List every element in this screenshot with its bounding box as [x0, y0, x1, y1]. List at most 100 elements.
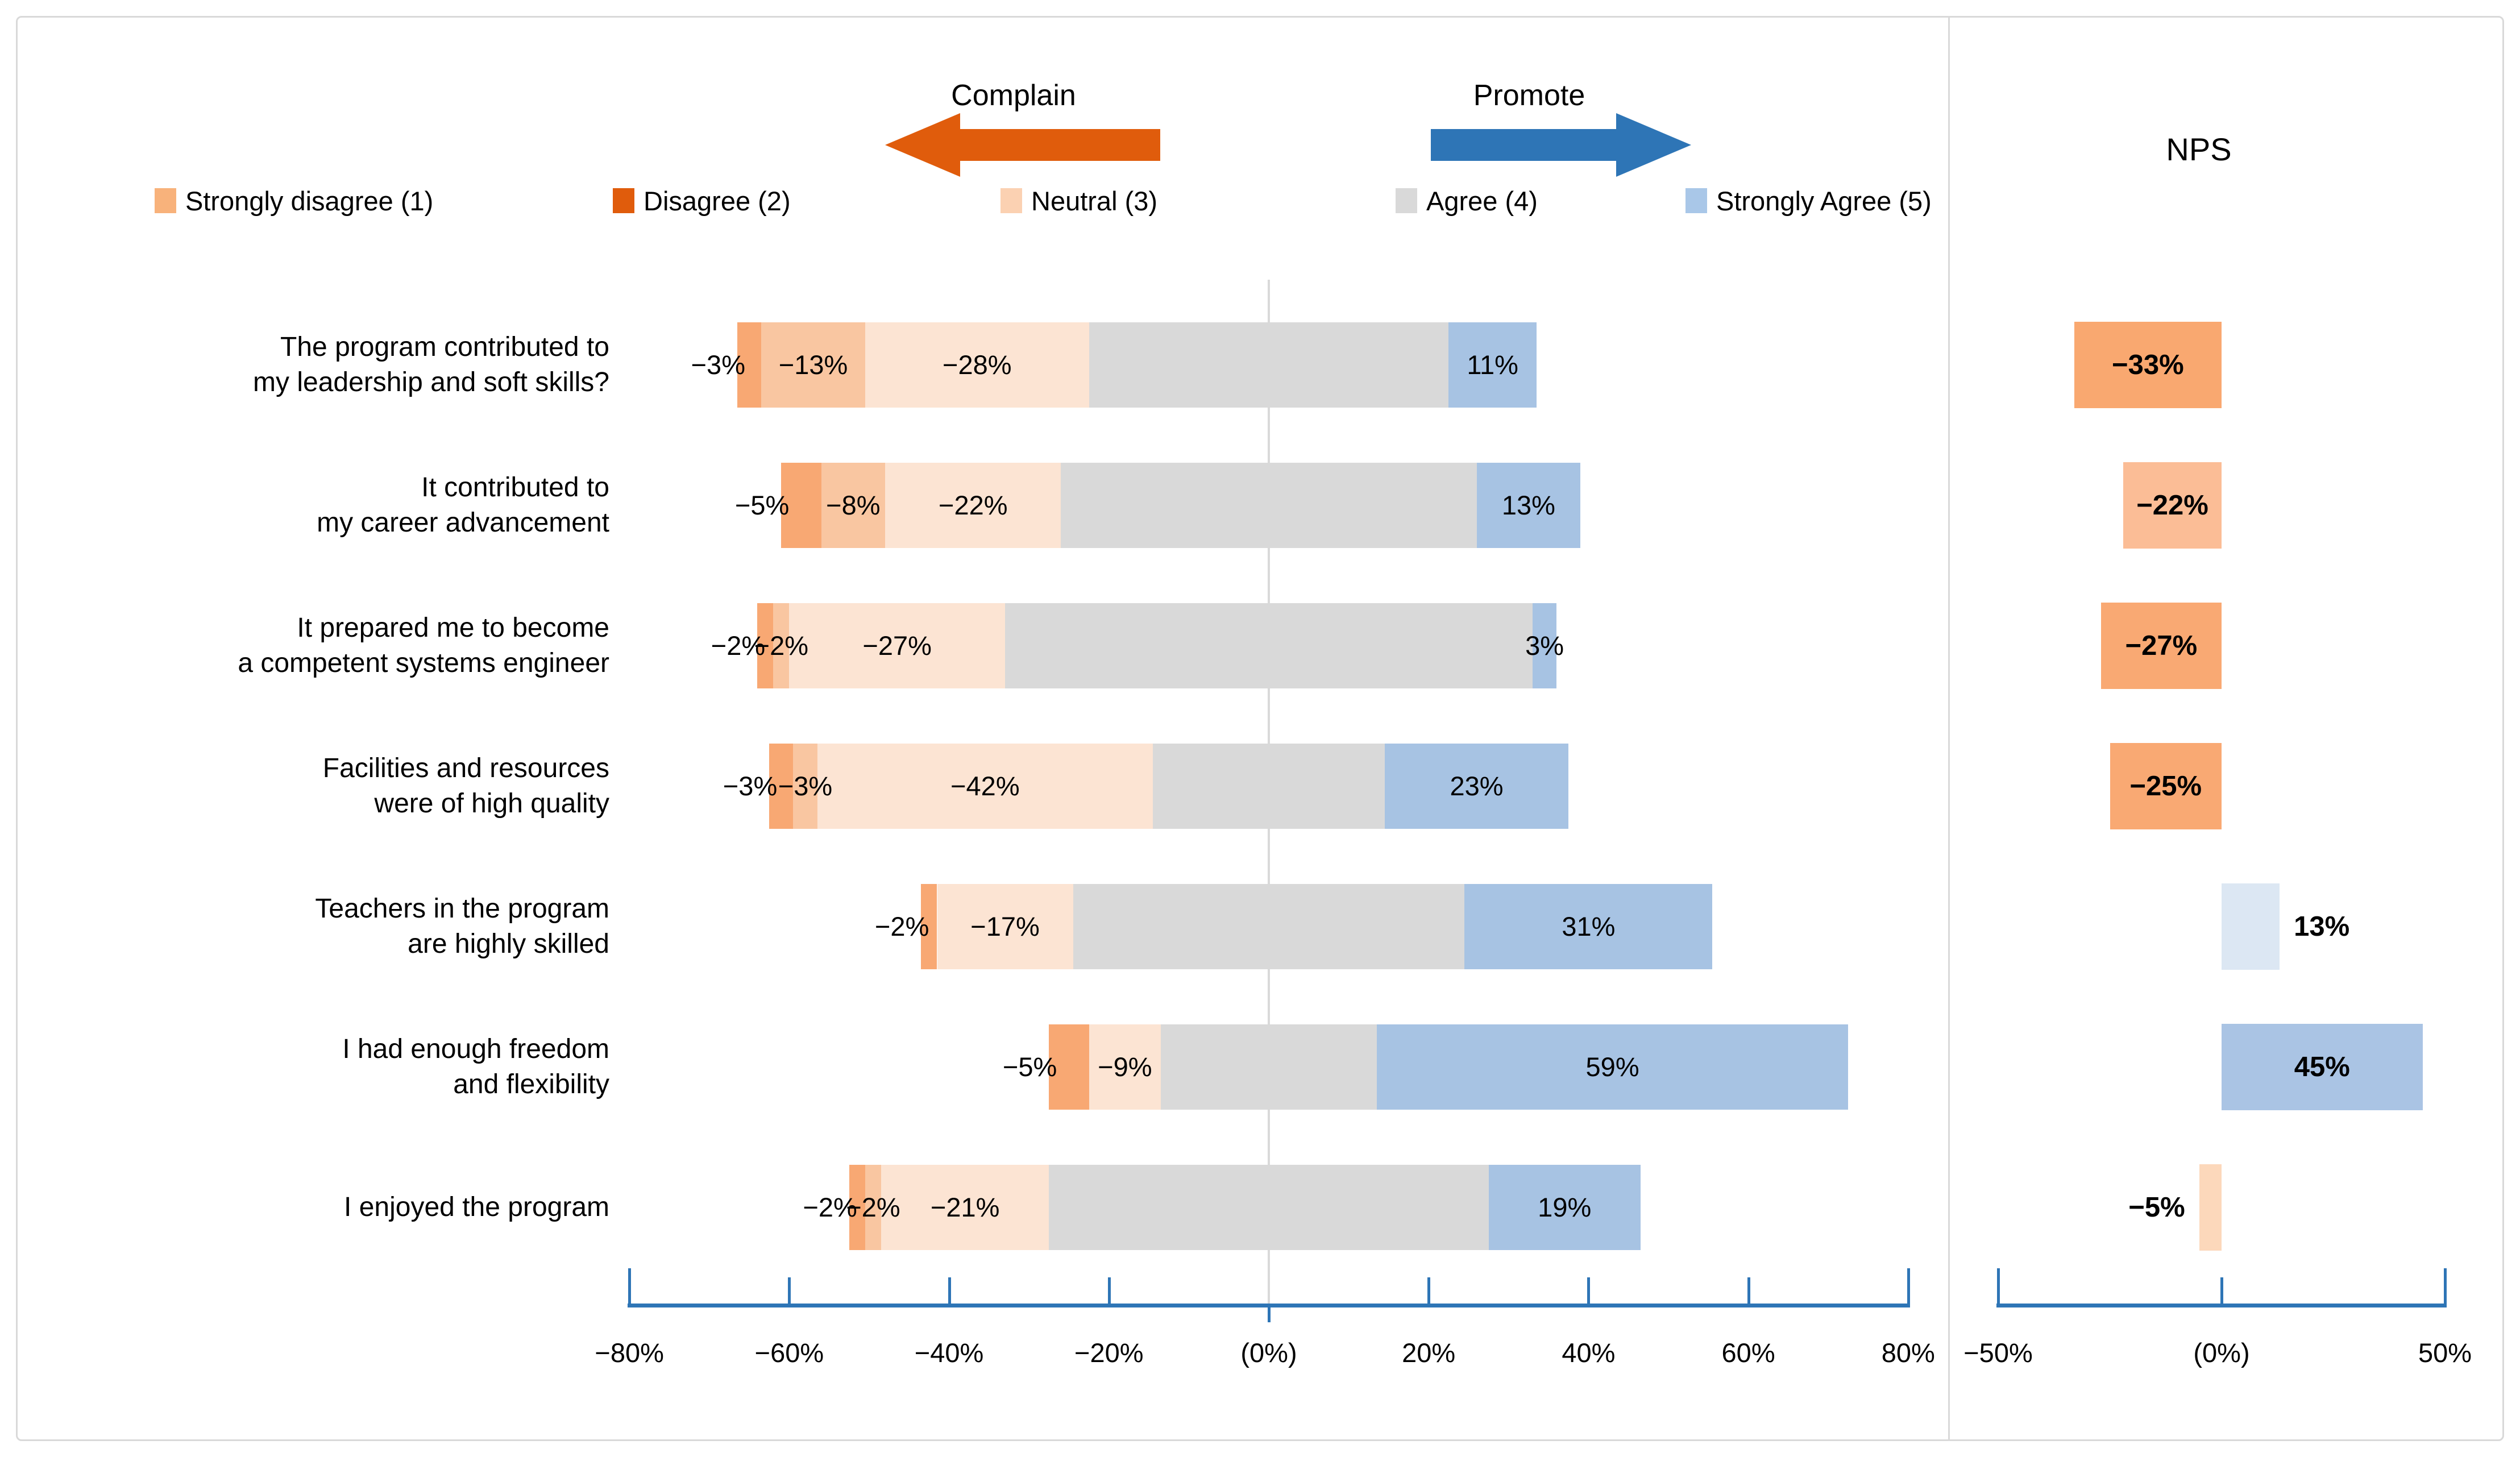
label-strongly-agree: 19%	[1538, 1192, 1592, 1222]
label-neutral: −28%	[943, 350, 1012, 380]
main-axis-tick	[1747, 1277, 1750, 1304]
nps-value-label: −27%	[2125, 630, 2198, 661]
legend-item: Agree (4)	[1396, 185, 1538, 216]
row-label: It contributed to my career advancement	[317, 472, 609, 538]
bar-segment-sd	[757, 603, 774, 688]
nps-bar	[2222, 883, 2280, 970]
bar-segment-d	[821, 463, 886, 548]
bar-segment-a	[1153, 744, 1385, 829]
bar-segment-a	[1005, 603, 1533, 688]
bar-segment-n	[885, 463, 1061, 548]
bar-segment-sd	[737, 322, 762, 408]
legend-label: Agree (4)	[1426, 185, 1538, 216]
legend-label: Disagree (2)	[644, 185, 791, 216]
row-label: The program contributed to my leadership…	[253, 332, 609, 397]
label-disagree: −8%	[826, 490, 881, 520]
main-axis-tick-label: 80%	[1881, 1338, 1935, 1368]
label-disagree: −3%	[778, 771, 833, 801]
nps-bar	[2110, 743, 2222, 829]
bar-segment-a	[1049, 1165, 1489, 1250]
complain-arrow-body	[959, 129, 1160, 161]
nps-panel-divider	[1948, 18, 1950, 1439]
bar-segment-sa	[1532, 603, 1557, 688]
label-strongly-agree: 59%	[1585, 1052, 1639, 1082]
nps-value-label: −33%	[2111, 350, 2184, 380]
nps-axis-tick-label: (0%)	[2193, 1338, 2250, 1368]
main-axis-tick	[1107, 1277, 1111, 1304]
complain-arrow-icon	[885, 113, 960, 177]
main-axis-tick	[948, 1277, 951, 1304]
main-axis-tick	[788, 1277, 791, 1304]
bar-segment-sa	[1464, 884, 1713, 969]
label-neutral: −42%	[950, 771, 1020, 801]
label-strongly-disagree: −5%	[734, 490, 790, 520]
bar-segment-a	[1089, 322, 1449, 408]
bar-segment-sd	[1049, 1024, 1089, 1110]
label-neutral: −27%	[862, 630, 932, 661]
label-neutral: −22%	[939, 490, 1008, 520]
label-strongly-disagree: −3%	[723, 771, 778, 801]
label-strongly-agree: 11%	[1467, 350, 1518, 380]
main-axis-tick-label: −40%	[914, 1338, 984, 1368]
nps-axis-tick	[2444, 1268, 2447, 1304]
main-axis-tick	[1907, 1268, 1910, 1304]
nps-axis-tick-label: −50%	[1963, 1338, 2033, 1368]
nps-axis-line	[1996, 1304, 2447, 1307]
legend-swatch	[1685, 188, 1707, 213]
nps-value-label: 45%	[2294, 1052, 2350, 1082]
main-axis-tick-label: 20%	[1402, 1338, 1456, 1368]
label-strongly-agree: 23%	[1450, 771, 1504, 801]
label-disagree: −13%	[778, 350, 848, 380]
bar-segment-sd	[921, 884, 937, 969]
bar-segment-sd	[781, 463, 821, 548]
bar-segment-sd	[769, 744, 794, 829]
row-label: Facilities and resources were of high qu…	[322, 753, 609, 819]
main-axis-line	[628, 1304, 1910, 1307]
nps-value-label: −5%	[2128, 1192, 2185, 1223]
nps-axis-tick-label: 50%	[2418, 1338, 2472, 1368]
label-disagree: −2%	[754, 630, 809, 661]
bar-segment-a	[1073, 884, 1465, 969]
main-axis-tick	[1587, 1277, 1591, 1304]
bar-segment-a	[1161, 1024, 1377, 1110]
nps-bar	[2074, 322, 2222, 408]
label-neutral: −17%	[970, 911, 1040, 941]
main-axis-tick-label: 60%	[1721, 1338, 1775, 1368]
row-label: It prepared me to become a competent sys…	[238, 613, 609, 678]
nps-value-label: −22%	[2136, 490, 2208, 521]
label-strongly-agree: 13%	[1501, 490, 1555, 520]
nps-bar	[2123, 462, 2222, 549]
label-strongly-agree: 31%	[1562, 911, 1616, 941]
promote-direction-label: Promote	[1473, 79, 1585, 112]
legend-label: Strongly Agree (5)	[1716, 185, 1932, 216]
main-axis-tick-label: (0%)	[1240, 1338, 1297, 1368]
bar-segment-a	[1061, 463, 1477, 548]
legend-item: Disagree (2)	[613, 185, 791, 216]
nps-value-label: 13%	[2294, 911, 2350, 942]
bar-segment-sd	[849, 1165, 865, 1250]
bar-segment-n	[1089, 1024, 1161, 1110]
legend-swatch	[1396, 188, 1417, 213]
bar-segment-sa	[1448, 322, 1537, 408]
legend-label: Strongly disagree (1)	[185, 185, 434, 216]
nps-bar	[2199, 1164, 2222, 1251]
label-strongly-disagree: −2%	[874, 911, 929, 941]
bar-segment-d	[773, 603, 790, 688]
legend-label: Neutral (3)	[1031, 185, 1158, 216]
bar-segment-n	[881, 1165, 1049, 1250]
main-axis-tick	[628, 1268, 632, 1304]
main-axis-tick-label: −80%	[595, 1338, 664, 1368]
legend-item: Strongly Agree (5)	[1685, 185, 1932, 216]
nps-axis-tick	[1997, 1268, 2000, 1304]
row-label: I had enough freedom and flexibility	[342, 1034, 609, 1099]
bar-segment-sa	[1376, 1024, 1849, 1110]
main-axis-tick-label: −20%	[1074, 1338, 1144, 1368]
row-label: I enjoyed the program	[344, 1192, 609, 1222]
label-strongly-disagree: −3%	[691, 350, 745, 380]
label-strongly-disagree: −2%	[711, 630, 766, 661]
bar-segment-n	[789, 603, 1005, 688]
promote-arrow-icon	[1616, 113, 1691, 177]
bar-segment-n	[937, 884, 1073, 969]
nps-panel-title: NPS	[2166, 131, 2232, 167]
label-neutral: −9%	[1098, 1052, 1152, 1082]
